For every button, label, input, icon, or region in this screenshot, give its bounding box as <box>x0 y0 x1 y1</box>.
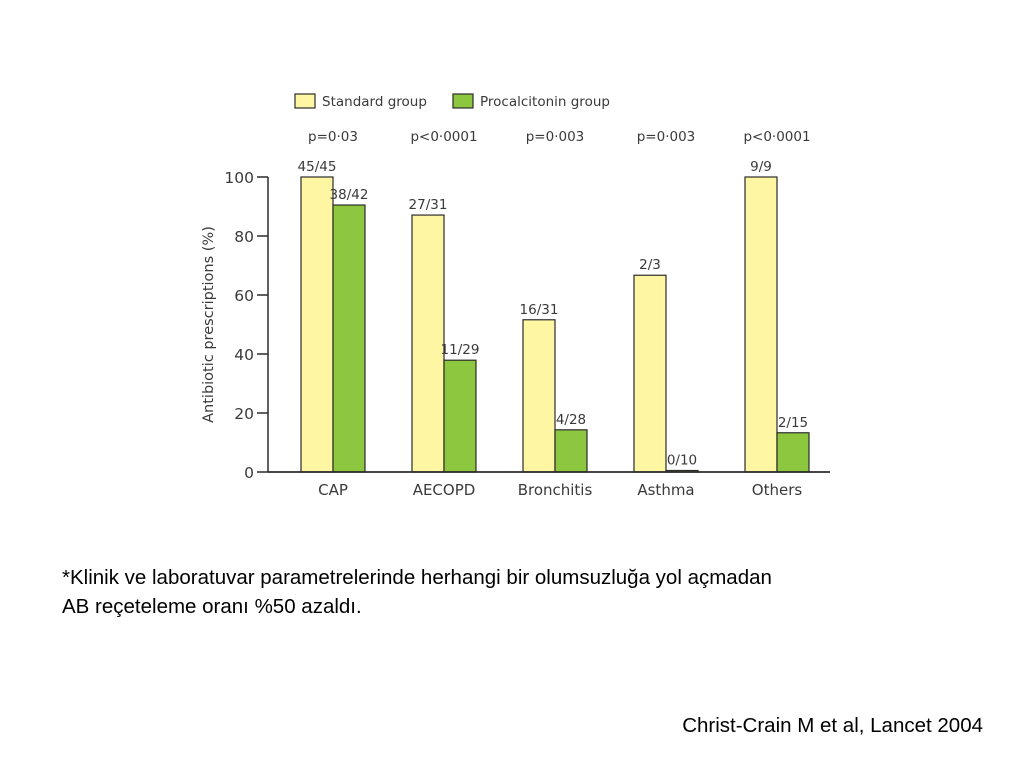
legend-swatch-procalcitonin <box>452 93 474 109</box>
data-label-others-standard: 9/9 <box>750 159 772 175</box>
bar-cap-procalcitonin <box>332 204 366 473</box>
bar-others-procalcitonin <box>776 432 810 473</box>
p-value-others: p<0·0001 <box>743 129 810 145</box>
data-label-aecopd-standard: 27/31 <box>409 197 448 213</box>
data-label-bronchitis-standard: 16/31 <box>520 302 559 318</box>
bar-cap-standard <box>300 176 334 473</box>
y-tick-label-0: 0 <box>244 464 254 482</box>
p-value-bronchitis: p=0·003 <box>526 129 585 145</box>
y-tick-label-100: 100 <box>224 169 254 187</box>
data-label-aecopd-procalcitonin: 11/29 <box>441 342 480 358</box>
data-label-asthma-procalcitonin: 0/10 <box>667 453 697 469</box>
p-value-row: p=0·03 p<0·0001 p=0·003 p=0·003 p<0·0001 <box>308 129 811 145</box>
x-tick-label-bronchitis: Bronchitis <box>518 481 593 499</box>
bars: 45/45 38/42 27/31 11/29 16/31 4/28 2/3 0/10 9/9 2… <box>298 159 810 473</box>
caption-text: *Klinik ve laboratuvar parametrelerinde … <box>62 563 992 621</box>
citation: Christ-Crain M et al, Lancet 2004 <box>682 714 983 737</box>
x-axis: CAP AECOPD Bronchitis Asthma Others <box>268 471 830 499</box>
legend-label-standard: Standard group <box>322 94 427 110</box>
y-tick-label-80: 80 <box>234 228 254 246</box>
bar-bronchitis-standard <box>522 319 556 473</box>
data-label-others-procalcitonin: 2/15 <box>778 415 808 431</box>
bar-others-standard <box>744 176 778 473</box>
data-label-asthma-standard: 2/3 <box>639 257 661 273</box>
y-axis: 0 20 40 60 80 100 Antibiotic prescriptions (%) <box>201 169 269 482</box>
bar-aecopd-procalcitonin <box>443 359 477 473</box>
legend-swatch-standard <box>294 93 316 109</box>
caption-line-2: AB reçeteleme oranı %50 azaldı. <box>62 595 362 618</box>
y-tick-label-20: 20 <box>234 405 254 423</box>
x-tick-label-aecopd: AECOPD <box>413 481 476 499</box>
bar-asthma-standard <box>633 274 667 473</box>
x-tick-label-others: Others <box>752 481 803 499</box>
y-tick-label-40: 40 <box>234 346 254 364</box>
y-tick-label-60: 60 <box>234 287 254 305</box>
x-tick-label-cap: CAP <box>318 481 348 499</box>
data-label-bronchitis-procalcitonin: 4/28 <box>556 412 586 428</box>
p-value-aecopd: p<0·0001 <box>410 129 477 145</box>
p-value-asthma: p=0·003 <box>637 129 696 145</box>
caption-line-1: *Klinik ve laboratuvar parametrelerinde … <box>62 566 772 589</box>
bar-bronchitis-procalcitonin <box>554 429 588 473</box>
data-label-cap-standard: 45/45 <box>298 159 337 175</box>
legend-label-procalcitonin: Procalcitonin group <box>480 94 610 110</box>
bar-chart: Standard group Procalcitonin group p=0·03… <box>201 93 830 499</box>
data-label-cap-procalcitonin: 38/42 <box>330 187 369 203</box>
chart-legend: Standard group Procalcitonin group <box>294 93 610 110</box>
x-tick-label-asthma: Asthma <box>637 481 694 499</box>
p-value-cap: p=0·03 <box>308 129 358 145</box>
bar-aecopd-standard <box>411 214 445 473</box>
y-axis-label: Antibiotic prescriptions (%) <box>201 226 217 423</box>
